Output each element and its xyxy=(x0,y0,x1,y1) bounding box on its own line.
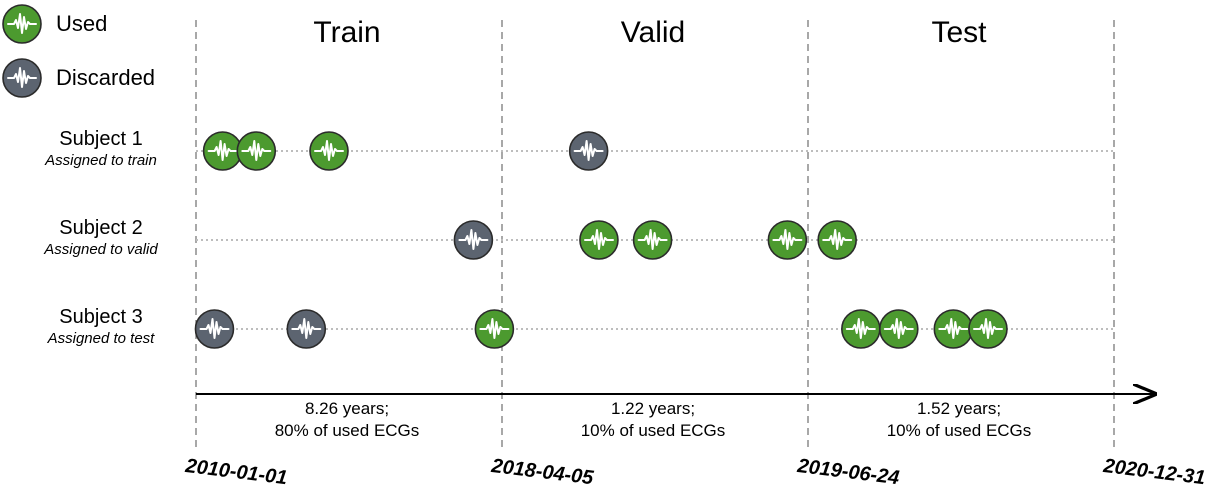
split-years: 8.26 years; xyxy=(304,399,390,418)
used-ecg-marker xyxy=(968,309,1008,349)
split-title-valid: Valid xyxy=(620,16,686,49)
subject-1-label: Subject 1 Assigned to train xyxy=(17,127,185,171)
used-ecg-icon xyxy=(2,4,42,44)
discarded-ecg-marker xyxy=(568,131,609,171)
used-ecg-marker xyxy=(474,309,515,349)
split-years: 1.52 years; xyxy=(916,399,1002,418)
legend-discarded-label: Discarded xyxy=(56,65,156,90)
subject-assignment: Assigned to test xyxy=(47,330,155,347)
used-ecg-marker xyxy=(236,131,277,171)
subject-assignment: Assigned to train xyxy=(45,152,157,169)
split-stat-test: 1.52 years; 10% of used ECGs xyxy=(809,398,1109,442)
split-years: 1.22 years; xyxy=(610,399,696,418)
subject-name: Subject 3 xyxy=(59,306,143,328)
split-share: 10% of used ECGs xyxy=(580,421,726,440)
legend-used-label: Used xyxy=(56,11,108,36)
used-ecg-glyph xyxy=(2,4,42,44)
discarded-ecg-glyph xyxy=(2,58,42,98)
discarded-ecg-marker xyxy=(194,309,235,349)
used-ecg-marker xyxy=(933,309,974,349)
legend-used: Used xyxy=(0,2,107,46)
used-ecg-marker xyxy=(879,309,919,349)
subject-assignment: Assigned to valid xyxy=(44,241,158,258)
split-share: 80% of used ECGs xyxy=(274,421,420,440)
used-ecg-marker xyxy=(202,131,243,171)
ecg-markers xyxy=(194,131,1008,349)
used-ecg-marker xyxy=(579,220,619,260)
split-title-train: Train xyxy=(313,16,381,49)
used-ecg-marker xyxy=(309,131,349,171)
split-boundaries xyxy=(195,20,1115,452)
subject-2-label: Subject 2 Assigned to valid xyxy=(17,216,185,260)
split-title-test: Test xyxy=(931,16,987,49)
used-ecg-marker xyxy=(817,220,857,260)
legend-discarded: Discarded xyxy=(0,56,155,100)
discarded-ecg-marker xyxy=(453,220,494,260)
used-ecg-marker xyxy=(632,220,673,260)
subject-3-label: Subject 3 Assigned to test xyxy=(17,305,185,349)
discarded-ecg-icon xyxy=(2,58,42,98)
subject-name: Subject 1 xyxy=(59,128,143,150)
subject-name: Subject 2 xyxy=(59,217,143,239)
used-ecg-marker xyxy=(841,309,881,349)
used-ecg-marker xyxy=(767,220,808,260)
split-stat-valid: 1.22 years; 10% of used ECGs xyxy=(503,398,803,442)
split-stat-train: 8.26 years; 80% of used ECGs xyxy=(197,398,497,442)
split-share: 10% of used ECGs xyxy=(886,421,1032,440)
discarded-ecg-marker xyxy=(286,309,327,349)
